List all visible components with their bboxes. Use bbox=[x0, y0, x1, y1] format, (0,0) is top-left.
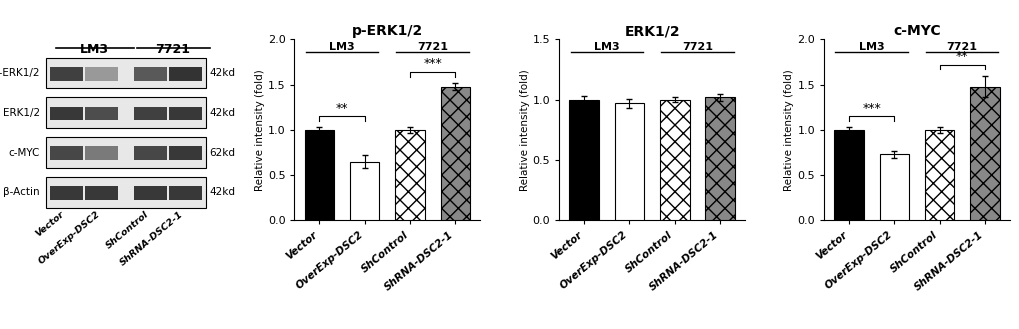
Text: LM3: LM3 bbox=[858, 42, 883, 52]
Text: c-MYC: c-MYC bbox=[8, 148, 40, 158]
Bar bbox=[659, 100, 689, 220]
Text: 42kd: 42kd bbox=[210, 188, 235, 197]
Text: ERK1/2: ERK1/2 bbox=[3, 108, 40, 118]
Bar bbox=[614, 103, 644, 220]
Bar bbox=[569, 100, 598, 220]
Text: 7721: 7721 bbox=[682, 42, 712, 52]
FancyBboxPatch shape bbox=[46, 58, 206, 89]
Title: c-MYC: c-MYC bbox=[893, 24, 940, 38]
FancyBboxPatch shape bbox=[85, 146, 118, 160]
Text: OverExp-DSC2: OverExp-DSC2 bbox=[37, 210, 101, 266]
Text: LM3: LM3 bbox=[79, 43, 109, 56]
FancyBboxPatch shape bbox=[168, 146, 202, 160]
Bar bbox=[395, 130, 424, 220]
Text: ShControl: ShControl bbox=[104, 210, 150, 250]
FancyBboxPatch shape bbox=[85, 186, 118, 200]
Text: 7721: 7721 bbox=[155, 43, 190, 56]
FancyBboxPatch shape bbox=[133, 67, 166, 81]
Bar bbox=[924, 130, 954, 220]
FancyBboxPatch shape bbox=[168, 186, 202, 200]
FancyBboxPatch shape bbox=[46, 137, 206, 168]
FancyBboxPatch shape bbox=[50, 67, 83, 81]
FancyBboxPatch shape bbox=[168, 107, 202, 120]
FancyBboxPatch shape bbox=[85, 67, 118, 81]
Text: ***: *** bbox=[423, 57, 441, 70]
Title: ERK1/2: ERK1/2 bbox=[624, 24, 680, 38]
FancyBboxPatch shape bbox=[50, 146, 83, 160]
Title: p-ERK1/2: p-ERK1/2 bbox=[352, 24, 423, 38]
FancyBboxPatch shape bbox=[46, 177, 206, 208]
Bar bbox=[878, 154, 908, 220]
FancyBboxPatch shape bbox=[133, 186, 166, 200]
Y-axis label: Relative intensity (fold): Relative intensity (fold) bbox=[255, 69, 265, 191]
FancyBboxPatch shape bbox=[133, 146, 166, 160]
Text: 42kd: 42kd bbox=[210, 68, 235, 78]
Text: LM3: LM3 bbox=[593, 42, 619, 52]
Text: p-ERK1/2: p-ERK1/2 bbox=[0, 68, 40, 78]
Text: 7721: 7721 bbox=[946, 42, 977, 52]
Bar bbox=[834, 130, 863, 220]
Text: 7721: 7721 bbox=[417, 42, 447, 52]
Text: ShRNA-DSC2-1: ShRNA-DSC2-1 bbox=[118, 210, 185, 267]
Text: 42kd: 42kd bbox=[210, 108, 235, 118]
FancyBboxPatch shape bbox=[46, 97, 206, 128]
Bar bbox=[440, 87, 470, 220]
Bar bbox=[305, 130, 334, 220]
Text: Vector: Vector bbox=[34, 210, 66, 239]
Text: β-Actin: β-Actin bbox=[3, 188, 40, 197]
FancyBboxPatch shape bbox=[50, 186, 83, 200]
Y-axis label: Relative intensity (fold): Relative intensity (fold) bbox=[520, 69, 529, 191]
Bar bbox=[969, 87, 999, 220]
Bar bbox=[705, 97, 734, 220]
FancyBboxPatch shape bbox=[133, 107, 166, 120]
FancyBboxPatch shape bbox=[50, 107, 83, 120]
Text: **: ** bbox=[335, 102, 347, 114]
Text: LM3: LM3 bbox=[329, 42, 355, 52]
Text: ***: *** bbox=[861, 102, 880, 114]
Y-axis label: Relative intensity (fold): Relative intensity (fold) bbox=[784, 69, 794, 191]
Text: 62kd: 62kd bbox=[210, 148, 235, 158]
FancyBboxPatch shape bbox=[85, 107, 118, 120]
FancyBboxPatch shape bbox=[168, 67, 202, 81]
Text: **: ** bbox=[955, 50, 967, 63]
Bar bbox=[350, 162, 379, 220]
